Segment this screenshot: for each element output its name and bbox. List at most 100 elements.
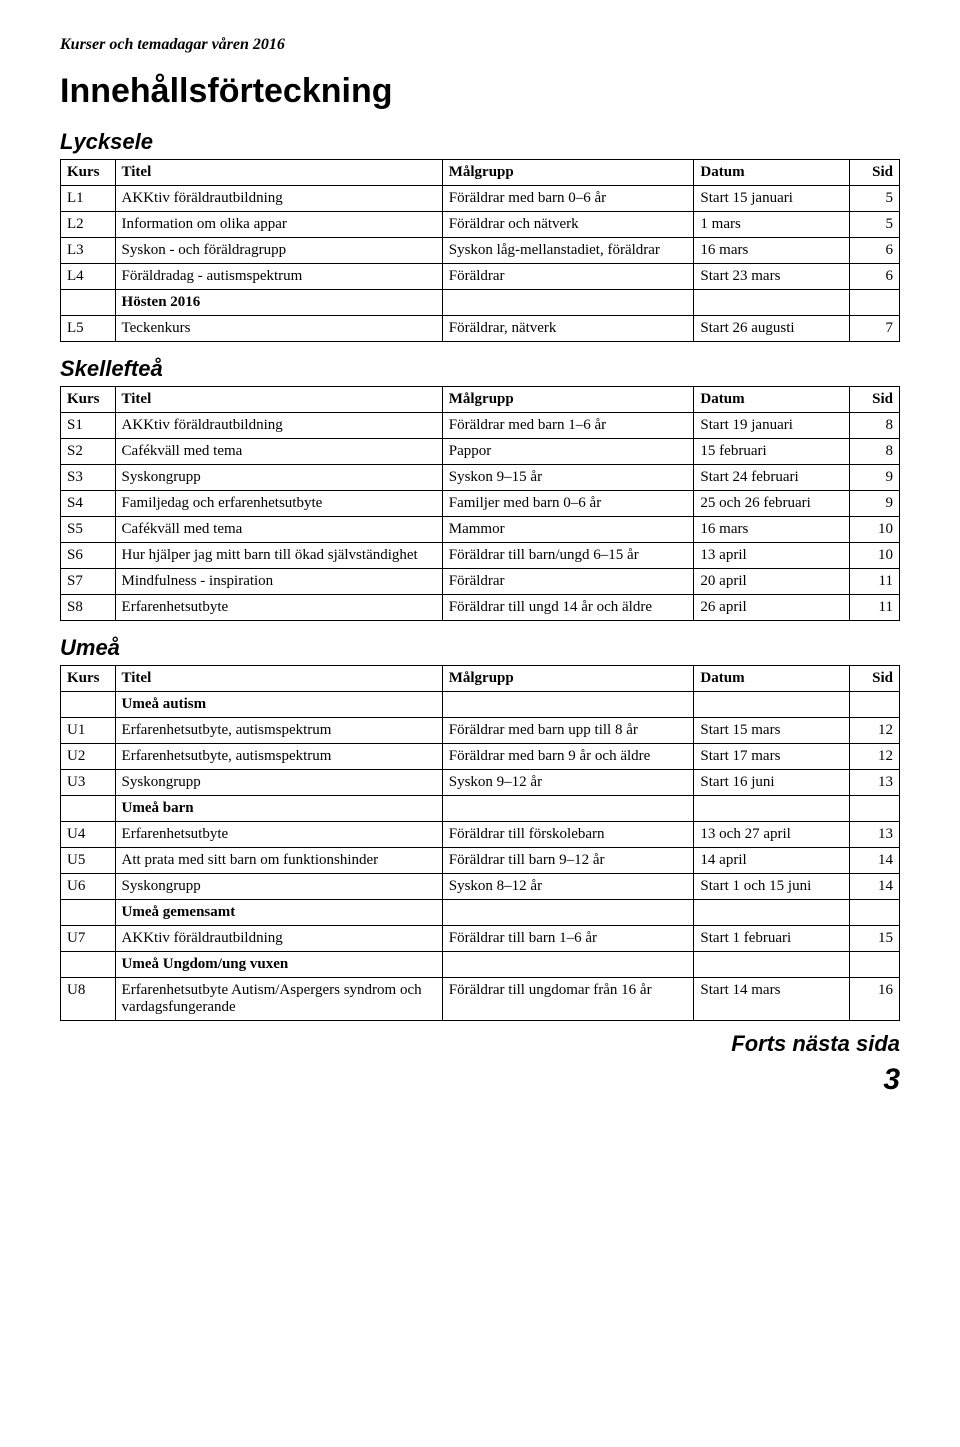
- cell-titel: Syskongrupp: [115, 465, 442, 491]
- cell-datum: 26 april: [694, 595, 849, 621]
- cell-sid: [849, 692, 899, 718]
- cell-malgrupp: Syskon låg-mellanstadiet, föräldrar: [442, 238, 694, 264]
- cell-datum: Start 1 februari: [694, 926, 849, 952]
- col-malgrupp: Målgrupp: [442, 160, 694, 186]
- cell-datum: Start 23 mars: [694, 264, 849, 290]
- cell-sid: 13: [849, 770, 899, 796]
- cell-sid: 16: [849, 978, 899, 1021]
- table-row: S6Hur hjälper jag mitt barn till ökad sj…: [61, 543, 900, 569]
- cell-kurs: U4: [61, 822, 116, 848]
- cell-datum: Start 15 mars: [694, 718, 849, 744]
- col-malgrupp: Målgrupp: [442, 387, 694, 413]
- section-umea-title: Umeå: [60, 635, 900, 661]
- cell-malgrupp: Föräldrar: [442, 569, 694, 595]
- table-row: U4ErfarenhetsutbyteFöräldrar till försko…: [61, 822, 900, 848]
- table-row: S2Cafékväll med temaPappor15 februari8: [61, 439, 900, 465]
- cell-titel: Mindfulness - inspiration: [115, 569, 442, 595]
- cell-sid: 8: [849, 413, 899, 439]
- cell-titel: AKKtiv föräldrautbildning: [115, 413, 442, 439]
- cell-malgrupp: Föräldrar till barn 9–12 år: [442, 848, 694, 874]
- cell-kurs: [61, 290, 116, 316]
- table-row: Umeå barn: [61, 796, 900, 822]
- cell-malgrupp: Föräldrar till förskolebarn: [442, 822, 694, 848]
- cell-titel: Erfarenhetsutbyte, autismspektrum: [115, 744, 442, 770]
- cell-sid: [849, 952, 899, 978]
- cell-kurs: S3: [61, 465, 116, 491]
- cell-malgrupp: Föräldrar till ungdomar från 16 år: [442, 978, 694, 1021]
- table-row: Umeå gemensamt: [61, 900, 900, 926]
- table-row: U2Erfarenhetsutbyte, autismspektrumFöräl…: [61, 744, 900, 770]
- cell-malgrupp: Föräldrar, nätverk: [442, 316, 694, 342]
- cell-titel: Hur hjälper jag mitt barn till ökad själ…: [115, 543, 442, 569]
- cell-sid: 5: [849, 212, 899, 238]
- cell-sid: [849, 290, 899, 316]
- cell-malgrupp: Pappor: [442, 439, 694, 465]
- cell-titel: Familjedag och erfarenhetsutbyte: [115, 491, 442, 517]
- page-title: Innehållsförteckning: [60, 72, 900, 111]
- cell-kurs: S1: [61, 413, 116, 439]
- cell-titel: Erfarenhetsutbyte Autism/Aspergers syndr…: [115, 978, 442, 1021]
- table-row: S4Familjedag och erfarenhetsutbyteFamilj…: [61, 491, 900, 517]
- cell-titel: Syskon - och föräldragrupp: [115, 238, 442, 264]
- table-skelleftea: Kurs Titel Målgrupp Datum Sid S1AKKtiv f…: [60, 386, 900, 621]
- cell-kurs: [61, 952, 116, 978]
- col-titel: Titel: [115, 160, 442, 186]
- cell-datum: [694, 796, 849, 822]
- cell-sid: 5: [849, 186, 899, 212]
- cell-datum: 13 april: [694, 543, 849, 569]
- cell-titel: AKKtiv föräldrautbildning: [115, 186, 442, 212]
- cell-sid: 9: [849, 465, 899, 491]
- cell-sid: 9: [849, 491, 899, 517]
- cell-titel: Erfarenhetsutbyte: [115, 822, 442, 848]
- col-datum: Datum: [694, 160, 849, 186]
- cell-titel: Att prata med sitt barn om funktionshind…: [115, 848, 442, 874]
- table-row: U3SyskongruppSyskon 9–12 årStart 16 juni…: [61, 770, 900, 796]
- cell-sid: 6: [849, 264, 899, 290]
- cell-malgrupp: [442, 796, 694, 822]
- cell-kurs: S5: [61, 517, 116, 543]
- cell-malgrupp: [442, 692, 694, 718]
- cell-subheading: Umeå autism: [115, 692, 442, 718]
- table-row: U6SyskongruppSyskon 8–12 årStart 1 och 1…: [61, 874, 900, 900]
- table-header-row: Kurs Titel Målgrupp Datum Sid: [61, 160, 900, 186]
- col-titel: Titel: [115, 666, 442, 692]
- cell-datum: 16 mars: [694, 517, 849, 543]
- cell-malgrupp: Föräldrar med barn 1–6 år: [442, 413, 694, 439]
- cell-kurs: L3: [61, 238, 116, 264]
- table-row: Hösten 2016: [61, 290, 900, 316]
- cell-subheading: Hösten 2016: [115, 290, 442, 316]
- cell-malgrupp: Föräldrar: [442, 264, 694, 290]
- cell-kurs: U3: [61, 770, 116, 796]
- cell-datum: [694, 900, 849, 926]
- cell-sid: 7: [849, 316, 899, 342]
- cell-kurs: [61, 692, 116, 718]
- cell-datum: Start 17 mars: [694, 744, 849, 770]
- table-row: L3Syskon - och föräldragruppSyskon låg-m…: [61, 238, 900, 264]
- cell-datum: 1 mars: [694, 212, 849, 238]
- cell-kurs: S4: [61, 491, 116, 517]
- cell-kurs: L1: [61, 186, 116, 212]
- cell-datum: Start 16 juni: [694, 770, 849, 796]
- col-datum: Datum: [694, 387, 849, 413]
- cell-malgrupp: [442, 290, 694, 316]
- cell-malgrupp: [442, 900, 694, 926]
- cell-datum: 20 april: [694, 569, 849, 595]
- section-skelleftea-title: Skellefteå: [60, 356, 900, 382]
- cell-datum: Start 1 och 15 juni: [694, 874, 849, 900]
- cell-sid: [849, 796, 899, 822]
- cell-titel: Cafékväll med tema: [115, 517, 442, 543]
- cell-kurs: U5: [61, 848, 116, 874]
- cell-datum: [694, 952, 849, 978]
- table-row: U8Erfarenhetsutbyte Autism/Aspergers syn…: [61, 978, 900, 1021]
- continues-next-page: Forts nästa sida: [60, 1031, 900, 1057]
- table-row: Umeå autism: [61, 692, 900, 718]
- table-header-row: Kurs Titel Målgrupp Datum Sid: [61, 666, 900, 692]
- col-kurs: Kurs: [61, 160, 116, 186]
- cell-malgrupp: Föräldrar till ungd 14 år och äldre: [442, 595, 694, 621]
- cell-kurs: U8: [61, 978, 116, 1021]
- cell-titel: AKKtiv föräldrautbildning: [115, 926, 442, 952]
- col-sid: Sid: [849, 387, 899, 413]
- page-header: Kurser och temadagar våren 2016: [60, 36, 900, 54]
- cell-malgrupp: Föräldrar och nätverk: [442, 212, 694, 238]
- col-datum: Datum: [694, 666, 849, 692]
